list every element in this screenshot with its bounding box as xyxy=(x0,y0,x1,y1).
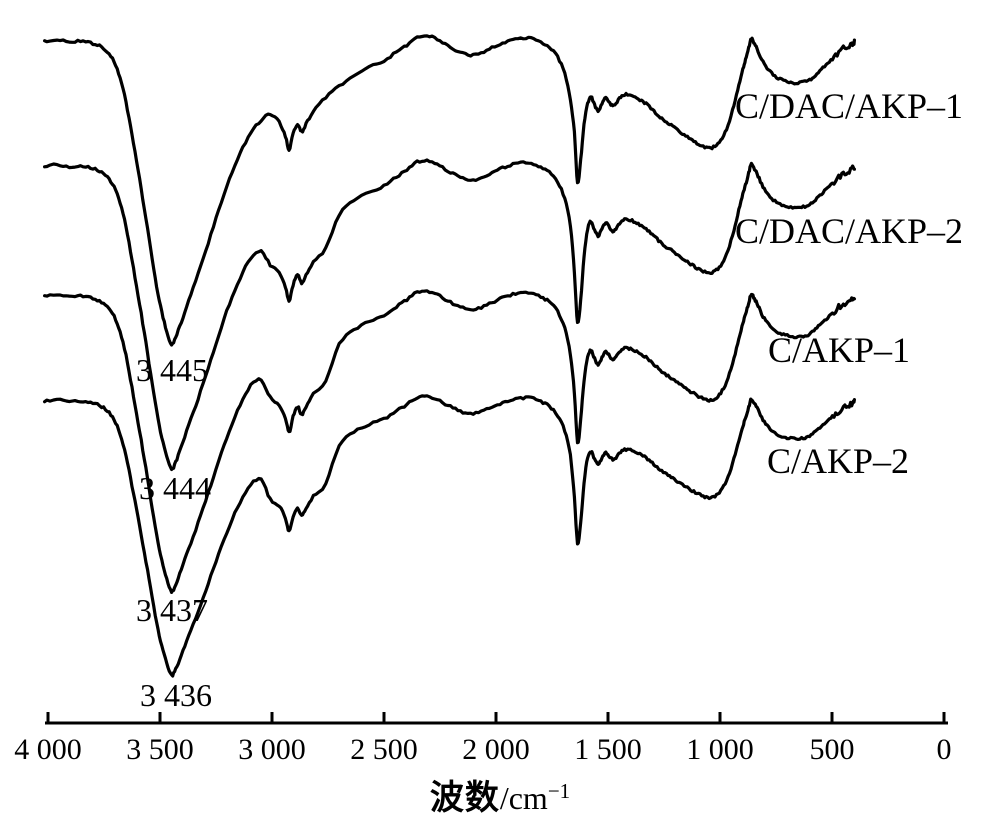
x-axis-tick-label-1500: 1 500 xyxy=(574,733,642,766)
peak-annotation-c-akp-2: 3 436 xyxy=(140,677,212,713)
x-axis-title-cjk: 波数 xyxy=(429,780,500,817)
x-axis-tick-label-2500: 2 500 xyxy=(350,733,418,766)
x-axis-tick-label-500: 500 xyxy=(810,733,855,766)
spectrum-curve-c-akp-2 xyxy=(43,394,856,678)
curve-label-c-akp-1: C/AKP–1 xyxy=(768,330,910,370)
curve-label-c-dac-akp-1: C/DAC/AKP–1 xyxy=(735,86,963,126)
x-axis-title: 波数/cm−1 xyxy=(0,770,1000,819)
x-axis-tick-label-2000: 2 000 xyxy=(462,733,530,766)
x-axis-tick-label-1000: 1 000 xyxy=(686,733,754,766)
x-axis-tick-label-0: 0 xyxy=(937,733,952,766)
x-axis-title-unit: /cm xyxy=(499,780,548,816)
spectrum-curve-c-dac-akp-1 xyxy=(43,34,856,347)
x-axis-tick-label-3000: 3 000 xyxy=(238,733,306,766)
x-axis-tick-label-3500: 3 500 xyxy=(126,733,194,766)
peak-annotation-c-akp-1: 3 437 xyxy=(136,592,208,628)
x-axis-tick-label-4000: 4 000 xyxy=(14,733,82,766)
curve-label-c-dac-akp-2: C/DAC/AKP–2 xyxy=(735,211,963,251)
curve-label-c-akp-2: C/AKP–2 xyxy=(767,441,909,481)
x-axis-title-superscript: −1 xyxy=(547,779,571,803)
spectrum-curve-c-dac-akp-2 xyxy=(43,158,856,472)
spectrum-curve-c-akp-1 xyxy=(43,289,856,594)
